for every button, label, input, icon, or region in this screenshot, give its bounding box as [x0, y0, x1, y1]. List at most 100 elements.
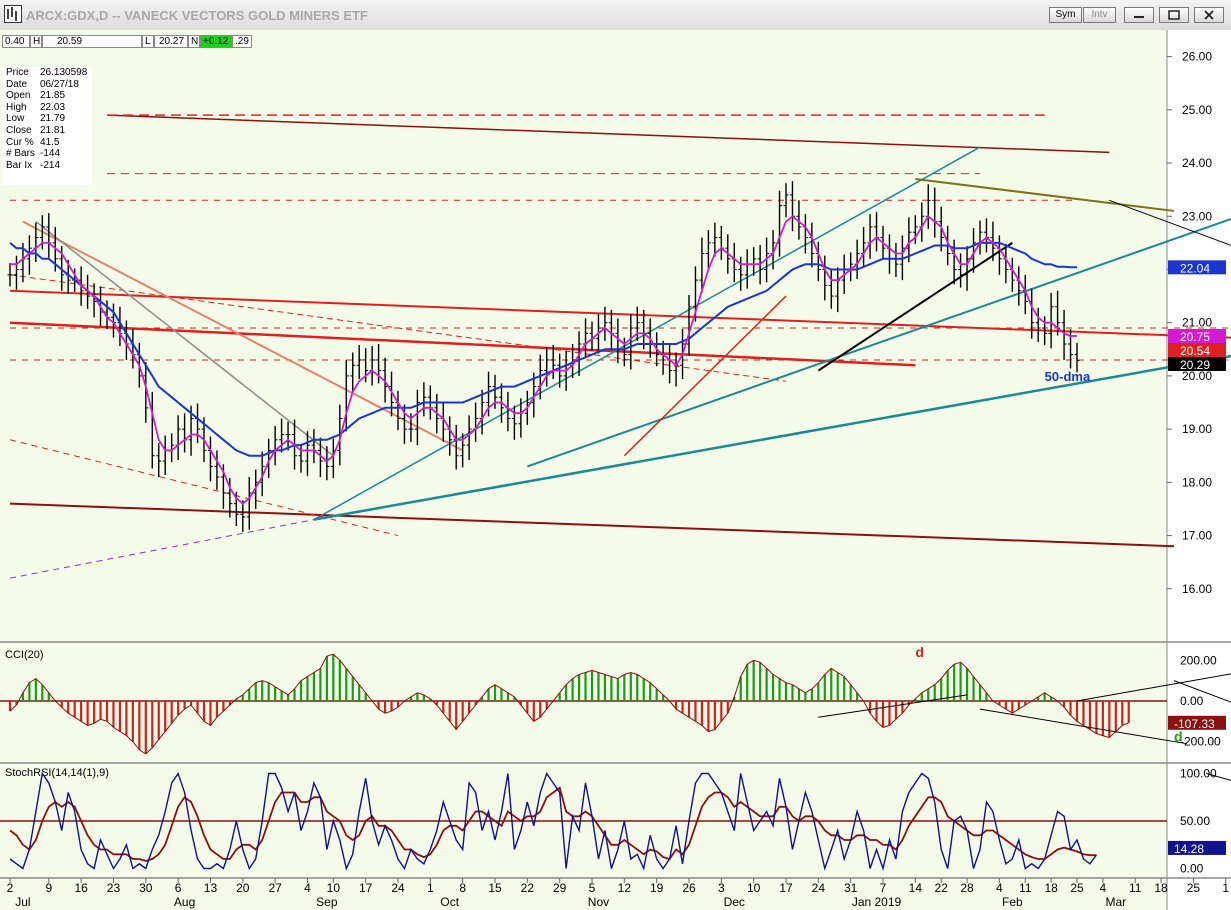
info-row: High 22.03: [6, 102, 92, 114]
x-tick-label: 25: [1070, 881, 1084, 895]
grid: [0, 30, 1231, 910]
x-tick-label: 4: [1100, 881, 1107, 895]
minimize-button[interactable]: [1124, 7, 1154, 23]
x-tick-label: 24: [391, 881, 405, 895]
cci-annotation: d: [915, 644, 924, 660]
x-tick-label: 14: [909, 881, 923, 895]
sym-button[interactable]: Sym: [1049, 7, 1082, 23]
trendline: [9, 439, 399, 537]
info-value: 21.79: [40, 113, 66, 125]
trendline: [623, 295, 787, 457]
stoch-last-tag: [1168, 840, 1226, 855]
x-tick-label: 4: [996, 881, 1003, 895]
info-row: Date 06/27/18: [6, 79, 92, 91]
x-month-label: Feb: [1002, 895, 1023, 909]
x-month-label: Jul: [15, 895, 30, 909]
cci-annotation: d: [1174, 729, 1183, 745]
price-y-tick-label: 21.00: [1182, 316, 1212, 330]
quote-high: 20.59: [42, 35, 142, 48]
minimize-icon: [1134, 16, 1144, 18]
info-label: High: [6, 101, 27, 113]
quote-bar: 0.40 H 20.59 L 20.27 N +0.12 .29: [2, 35, 252, 49]
last-price-tag-label: 20.29: [1180, 358, 1210, 372]
x-tick-label: 18: [1044, 881, 1058, 895]
x-tick-label: 24: [812, 881, 826, 895]
x-tick-label: 3: [718, 881, 725, 895]
stoch-last-tag-label: 14.28: [1174, 842, 1204, 856]
info-label: Bar Ix: [6, 159, 33, 171]
x-tick-label: 7: [880, 881, 887, 895]
stoch-title: StochRSI(14,14(1),9): [5, 767, 109, 779]
last-price-tag: [1168, 343, 1226, 357]
x-tick-label: 10: [327, 881, 341, 895]
cci-y-tick-label: 200.00: [1180, 653, 1217, 667]
x-tick-label: 16: [74, 881, 88, 895]
x-tick-label: 6: [175, 881, 182, 895]
x-tick-label: 22: [935, 881, 949, 895]
window-title: ARCX:GDX,D -- VANECK VECTORS GOLD MINERS…: [26, 8, 368, 23]
trendline: [9, 519, 315, 579]
info-value: 21.85: [40, 90, 66, 102]
info-label: Date: [6, 78, 28, 90]
quote-net: +0.12: [200, 35, 232, 48]
info-label: Price: [6, 67, 29, 78]
chart-canvas[interactable]: 200-dma50-dma CCI(20) d d StochRSI(14,14(1…: [0, 30, 1231, 910]
x-month-label: Dec: [724, 895, 745, 909]
cci-trendline: [979, 708, 1188, 745]
x-tick-label: 11: [1129, 881, 1142, 895]
info-row: Close 21.81: [6, 125, 92, 137]
x-tick-label: 5: [589, 881, 596, 895]
trendline: [313, 354, 1231, 521]
cci-panel: CCI(20) d d: [0, 644, 1231, 755]
x-month-label: Mar: [1105, 895, 1126, 909]
stochrsi-panel: StochRSI(14,14(1),9): [0, 767, 1231, 872]
info-row: Open 21.85: [6, 90, 92, 102]
cci-trendline: [1076, 673, 1231, 702]
info-value: 22.03: [40, 101, 66, 113]
info-value: 21.81: [40, 124, 66, 136]
last-price-tag-label: 20.75: [1180, 330, 1210, 344]
x-tick-label: 10: [747, 881, 761, 895]
quote-pct: .29: [232, 35, 252, 48]
close-button[interactable]: [1194, 7, 1224, 23]
cci-title: CCI(20): [5, 649, 44, 661]
info-row: Low 21.79: [6, 113, 92, 125]
info-row: # Bars -144: [6, 148, 92, 160]
x-tick-label: 29: [553, 881, 567, 895]
price-y-tick-label: 17.00: [1182, 529, 1212, 543]
quote-low: 20.27: [154, 35, 188, 48]
x-tick-label: 17: [779, 881, 793, 895]
price-y-tick-label: 23.00: [1182, 209, 1212, 223]
quote-net-label: N: [188, 35, 200, 48]
maximize-button[interactable]: [1159, 7, 1189, 23]
intv-button[interactable]: Intv: [1083, 7, 1116, 23]
info-value: -214: [40, 159, 61, 171]
x-tick-label: 30: [139, 881, 153, 895]
price-y-tick-label: 24.00: [1182, 156, 1212, 170]
price-y-tick-label: 16.00: [1182, 582, 1212, 596]
info-label: Close: [6, 124, 32, 136]
info-value: 26.130598: [40, 67, 88, 78]
cci-last-tag-label: -107.33: [1174, 717, 1215, 731]
price-y-tick-label: 20.00: [1182, 369, 1212, 383]
cci-y-tick-label: 0.00: [1180, 694, 1204, 708]
price-y-tick-label: 25.00: [1182, 103, 1212, 117]
stoch-d-line: [9, 786, 1097, 862]
quote-open: 0.40: [2, 35, 30, 48]
price-annotation: 50-dma: [1045, 369, 1091, 384]
last-price-tag: [1168, 357, 1226, 371]
x-tick-label: 26: [682, 881, 696, 895]
x-tick-label: 9: [45, 881, 52, 895]
x-month-label: Aug: [174, 895, 195, 909]
info-value: 06/27/18: [40, 78, 79, 90]
price-y-tick-label: 26.00: [1182, 50, 1212, 64]
chart-app-icon: [4, 5, 22, 23]
price-y-tick-label: 18.00: [1182, 475, 1212, 489]
info-value: -144: [40, 148, 61, 160]
x-month-label: Oct: [440, 895, 459, 909]
stoch-y-tick-label: 0.00: [1180, 862, 1204, 876]
cci-line: [9, 653, 1129, 755]
x-tick-label: 12: [618, 881, 632, 895]
title-bar: ARCX:GDX,D -- VANECK VECTORS GOLD MINERS…: [0, 0, 1231, 31]
trendline: [915, 178, 1175, 212]
